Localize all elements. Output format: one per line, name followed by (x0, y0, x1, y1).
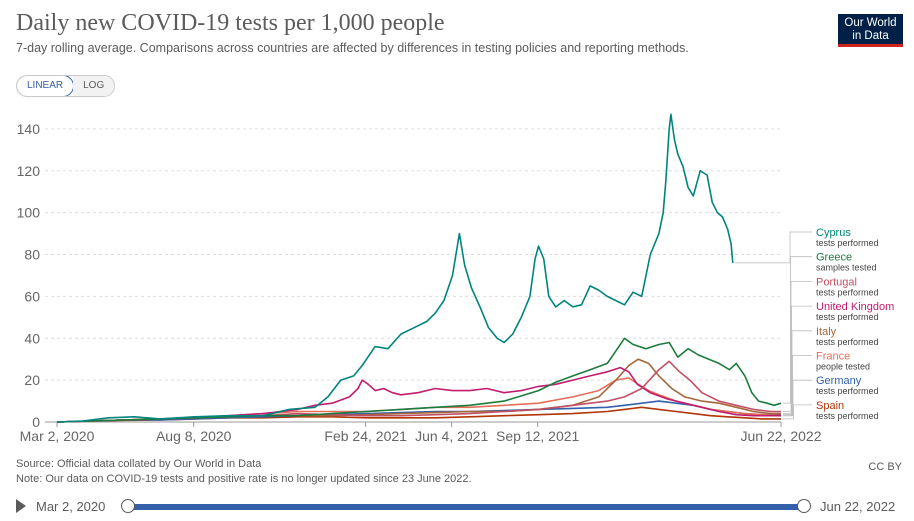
line-chart[interactable]: 0 20 40 60 80 100 120 140 Mar 2, 2020 Aug 8, 2020… (0, 100, 914, 445)
legend-connector (783, 379, 812, 416)
series-line-cyprus[interactable] (56, 113, 734, 423)
legend-connector (783, 330, 812, 415)
legend-label[interactable]: Greece (816, 252, 852, 264)
x-tick-label: Aug 8, 2020 (156, 428, 232, 444)
owid-logo[interactable]: Our World in Data (838, 14, 903, 47)
chart-subtitle: 7-day rolling average. Comparisons acros… (16, 41, 689, 55)
legend-label[interactable]: Spain (816, 400, 844, 412)
play-icon[interactable] (16, 499, 26, 513)
data-note: Note: Our data on COVID-19 tests and pos… (16, 473, 472, 485)
x-tick-label: Feb 24, 2021 (324, 428, 407, 444)
x-tick-label: Sep 12, 2021 (496, 428, 580, 444)
y-tick-label: 20 (24, 372, 40, 388)
linear-scale-button[interactable]: LINEAR (17, 76, 75, 96)
license-label[interactable]: CC BY (868, 461, 902, 473)
y-tick-label: 140 (17, 121, 41, 137)
x-tick-label: Jun 4, 2021 (415, 428, 488, 444)
timeline-end-handle[interactable] (797, 499, 811, 513)
series-line-italy[interactable] (56, 358, 781, 423)
timeline: Mar 2, 2020 Jun 22, 2022 (0, 493, 914, 521)
legend-connector (783, 355, 812, 417)
timeline-start-label: Mar 2, 2020 (36, 499, 106, 514)
legend-connector (783, 305, 812, 417)
y-tick-label: 80 (24, 247, 40, 263)
logo-line2: in Data (852, 30, 889, 42)
y-tick-label: 60 (24, 288, 40, 304)
legend-label[interactable]: Portugal (816, 276, 857, 288)
legend-note: tests performed (816, 287, 879, 297)
legend-label[interactable]: Italy (816, 326, 837, 338)
legend-connector (783, 280, 812, 412)
timeline-track[interactable] (128, 504, 804, 510)
timeline-start-handle[interactable] (121, 499, 135, 513)
y-tick-label: 0 (32, 414, 40, 430)
log-scale-button[interactable]: LOG (73, 76, 115, 96)
legend-connector (734, 231, 812, 264)
legend-connector (783, 256, 812, 404)
legend-label[interactable]: Germany (816, 375, 862, 387)
legend-label[interactable]: United Kingdom (816, 301, 894, 313)
legend-note: people tested (816, 362, 870, 372)
legend-note: tests performed (816, 386, 879, 396)
legend-note: samples tested (816, 263, 877, 273)
legend-note: tests performed (816, 411, 879, 421)
chart-title: Daily new COVID-19 tests per 1,000 peopl… (16, 10, 445, 36)
y-tick-label: 120 (17, 163, 41, 179)
legend-note: tests performed (816, 337, 879, 347)
timeline-end-label: Jun 22, 2022 (820, 499, 896, 514)
y-tick-label: 40 (24, 330, 40, 346)
legend-note: tests performed (816, 238, 879, 248)
scale-toggle: LINEAR LOG (16, 75, 116, 97)
x-tick-label: Jun 22, 2022 (741, 428, 822, 444)
logo-line1: Our World (844, 17, 897, 29)
legend-note: tests performed (816, 312, 879, 322)
x-tick-label: Mar 2, 2020 (20, 428, 95, 444)
legend-connector (783, 404, 812, 420)
legend-label[interactable]: France (816, 351, 850, 363)
source-note: Source: Official data collated by Our Wo… (16, 458, 262, 470)
legend-label[interactable]: Cyprus (816, 227, 851, 239)
y-tick-label: 100 (17, 205, 41, 221)
